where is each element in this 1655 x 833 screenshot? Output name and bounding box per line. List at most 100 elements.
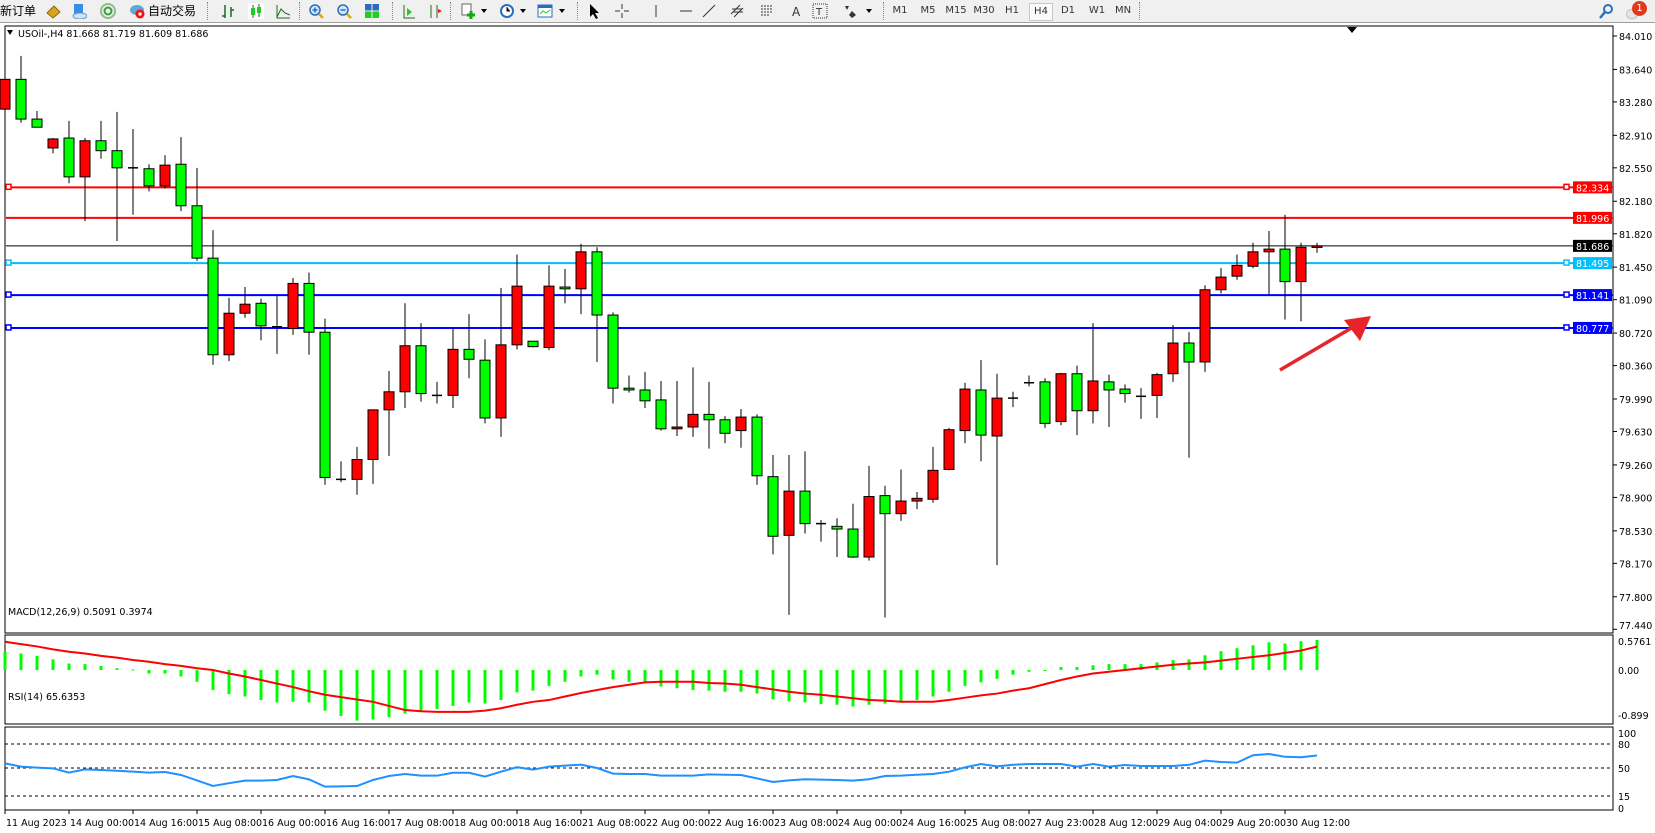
price-tick-label: 78.170 <box>1619 559 1652 570</box>
candle <box>607 312 619 404</box>
autoscroll-icon[interactable] <box>427 3 443 19</box>
time-tick-label: 16 Aug 16:00 <box>326 818 390 829</box>
macd-histogram-bar <box>979 670 983 683</box>
level-anchor-handle[interactable] <box>1563 259 1570 266</box>
level-anchor-handle[interactable] <box>5 324 12 331</box>
candle-body <box>175 163 187 207</box>
candlestick-icon[interactable] <box>248 3 264 19</box>
periods-dropdown[interactable] <box>520 9 526 13</box>
candle-body <box>1183 342 1195 363</box>
candle-body <box>15 78 27 120</box>
new-order-button[interactable]: 新订单 <box>0 4 37 18</box>
price-pane-frame <box>4 25 1614 634</box>
horizontal-line-icon[interactable] <box>678 3 694 19</box>
macd-histogram-bar <box>547 670 551 686</box>
fibonacci-icon[interactable] <box>760 3 776 19</box>
trendline-icon[interactable] <box>701 3 717 19</box>
candle <box>1024 375 1034 387</box>
timeframe-m30[interactable]: M30 <box>973 5 995 16</box>
macd-histogram-bar <box>755 670 759 694</box>
data-window-icon[interactable] <box>71 3 87 19</box>
text-icon[interactable]: A <box>789 3 805 19</box>
candle-body <box>911 497 923 502</box>
macd-histogram-bar <box>579 670 583 677</box>
zoom-in-icon[interactable] <box>308 3 324 19</box>
candle-body <box>303 282 315 333</box>
candle <box>783 454 795 615</box>
timeframe-m5[interactable]: M5 <box>920 5 936 16</box>
candle-body <box>831 525 843 530</box>
line-chart-icon[interactable] <box>275 3 291 19</box>
macd-histogram-bar <box>131 669 135 671</box>
vertical-line-icon[interactable] <box>648 3 664 19</box>
indicators-icon[interactable] <box>460 3 476 19</box>
timeframe-d1[interactable]: D1 <box>1060 5 1076 16</box>
svg-text:A: A <box>792 5 801 19</box>
candle <box>399 303 411 409</box>
candle <box>687 367 699 437</box>
signals-icon[interactable] <box>100 3 116 19</box>
candle-body <box>719 419 731 434</box>
annotation-arrow-head-icon[interactable] <box>1344 316 1371 341</box>
periods-icon[interactable] <box>499 3 515 19</box>
market-watch-icon[interactable] <box>45 3 61 19</box>
candle-body <box>687 413 699 428</box>
candle-body <box>463 348 475 360</box>
candle-body <box>63 137 75 178</box>
bar-chart-icon[interactable] <box>220 3 236 19</box>
notification-icon[interactable]: 1 <box>1626 1 1648 22</box>
price-level-tag <box>1573 211 1612 224</box>
auto-trading-button[interactable]: 自动交易 <box>148 4 197 18</box>
annotation-arrow-shaft[interactable] <box>1279 321 1361 372</box>
candle <box>432 381 442 404</box>
macd-histogram-bar <box>435 670 439 709</box>
candle <box>943 427 955 471</box>
macd-histogram-bar <box>35 655 39 670</box>
templates-icon[interactable] <box>537 3 553 19</box>
chart-shift-marker-icon[interactable] <box>1347 27 1357 33</box>
level-anchor-handle[interactable] <box>1563 324 1570 331</box>
separator <box>883 2 884 20</box>
text-label-icon[interactable]: T <box>812 3 828 19</box>
chart-menu-triangle-icon[interactable] <box>7 30 13 35</box>
candle <box>735 408 747 448</box>
candle-body <box>511 285 523 346</box>
candle <box>111 111 123 241</box>
timeframe-mn[interactable]: MN <box>1114 5 1132 16</box>
timeframe-h4[interactable]: H4 <box>1029 3 1053 21</box>
search-icon[interactable] <box>1598 3 1614 19</box>
shapes-icon[interactable] <box>843 3 859 19</box>
price-level-label: 81.686 <box>1576 242 1609 253</box>
level-anchor-handle[interactable] <box>5 259 12 266</box>
cursor-icon[interactable] <box>586 3 602 19</box>
price-tick-label: 77.800 <box>1619 593 1652 604</box>
zoom-out-icon[interactable] <box>336 3 352 19</box>
crosshair-icon[interactable] <box>614 3 630 19</box>
equidistant-channel-icon[interactable] <box>730 3 746 19</box>
chart-window[interactable]: 84.010 83.640 83.280 82.910 82.550 82.180 81.8… <box>0 23 1655 833</box>
price-tick-label: 80.360 <box>1619 362 1652 373</box>
candle-body <box>351 459 363 480</box>
indicators-dropdown[interactable] <box>481 9 487 13</box>
auto-trading-icon[interactable] <box>129 3 145 19</box>
candle-body <box>751 416 763 477</box>
time-tick-label: 27 Aug 23:00 <box>1030 818 1094 829</box>
level-anchor-handle[interactable] <box>1563 183 1570 191</box>
candle-body <box>847 528 859 558</box>
level-anchor-handle[interactable] <box>1563 291 1570 298</box>
shapes-dropdown[interactable] <box>866 9 872 13</box>
candle <box>31 110 43 128</box>
price-pane: 84.010 83.640 83.280 82.910 82.550 82.180 81.8… <box>0 25 1652 634</box>
templates-dropdown[interactable] <box>559 9 565 13</box>
price-tick-label: 78.530 <box>1619 527 1652 538</box>
chart-shift-icon[interactable] <box>400 3 416 19</box>
timeframe-w1[interactable]: W1 <box>1088 5 1106 16</box>
level-anchor-handle[interactable] <box>5 183 12 191</box>
timeframe-m1[interactable]: M1 <box>892 5 908 16</box>
candle <box>975 360 987 462</box>
level-anchor-handle[interactable] <box>5 291 12 298</box>
timeframe-h1[interactable]: H1 <box>1005 5 1019 16</box>
tile-windows-icon[interactable] <box>364 3 380 19</box>
timeframe-m15[interactable]: M15 <box>945 5 967 16</box>
macd-histogram-bar <box>1299 641 1303 670</box>
